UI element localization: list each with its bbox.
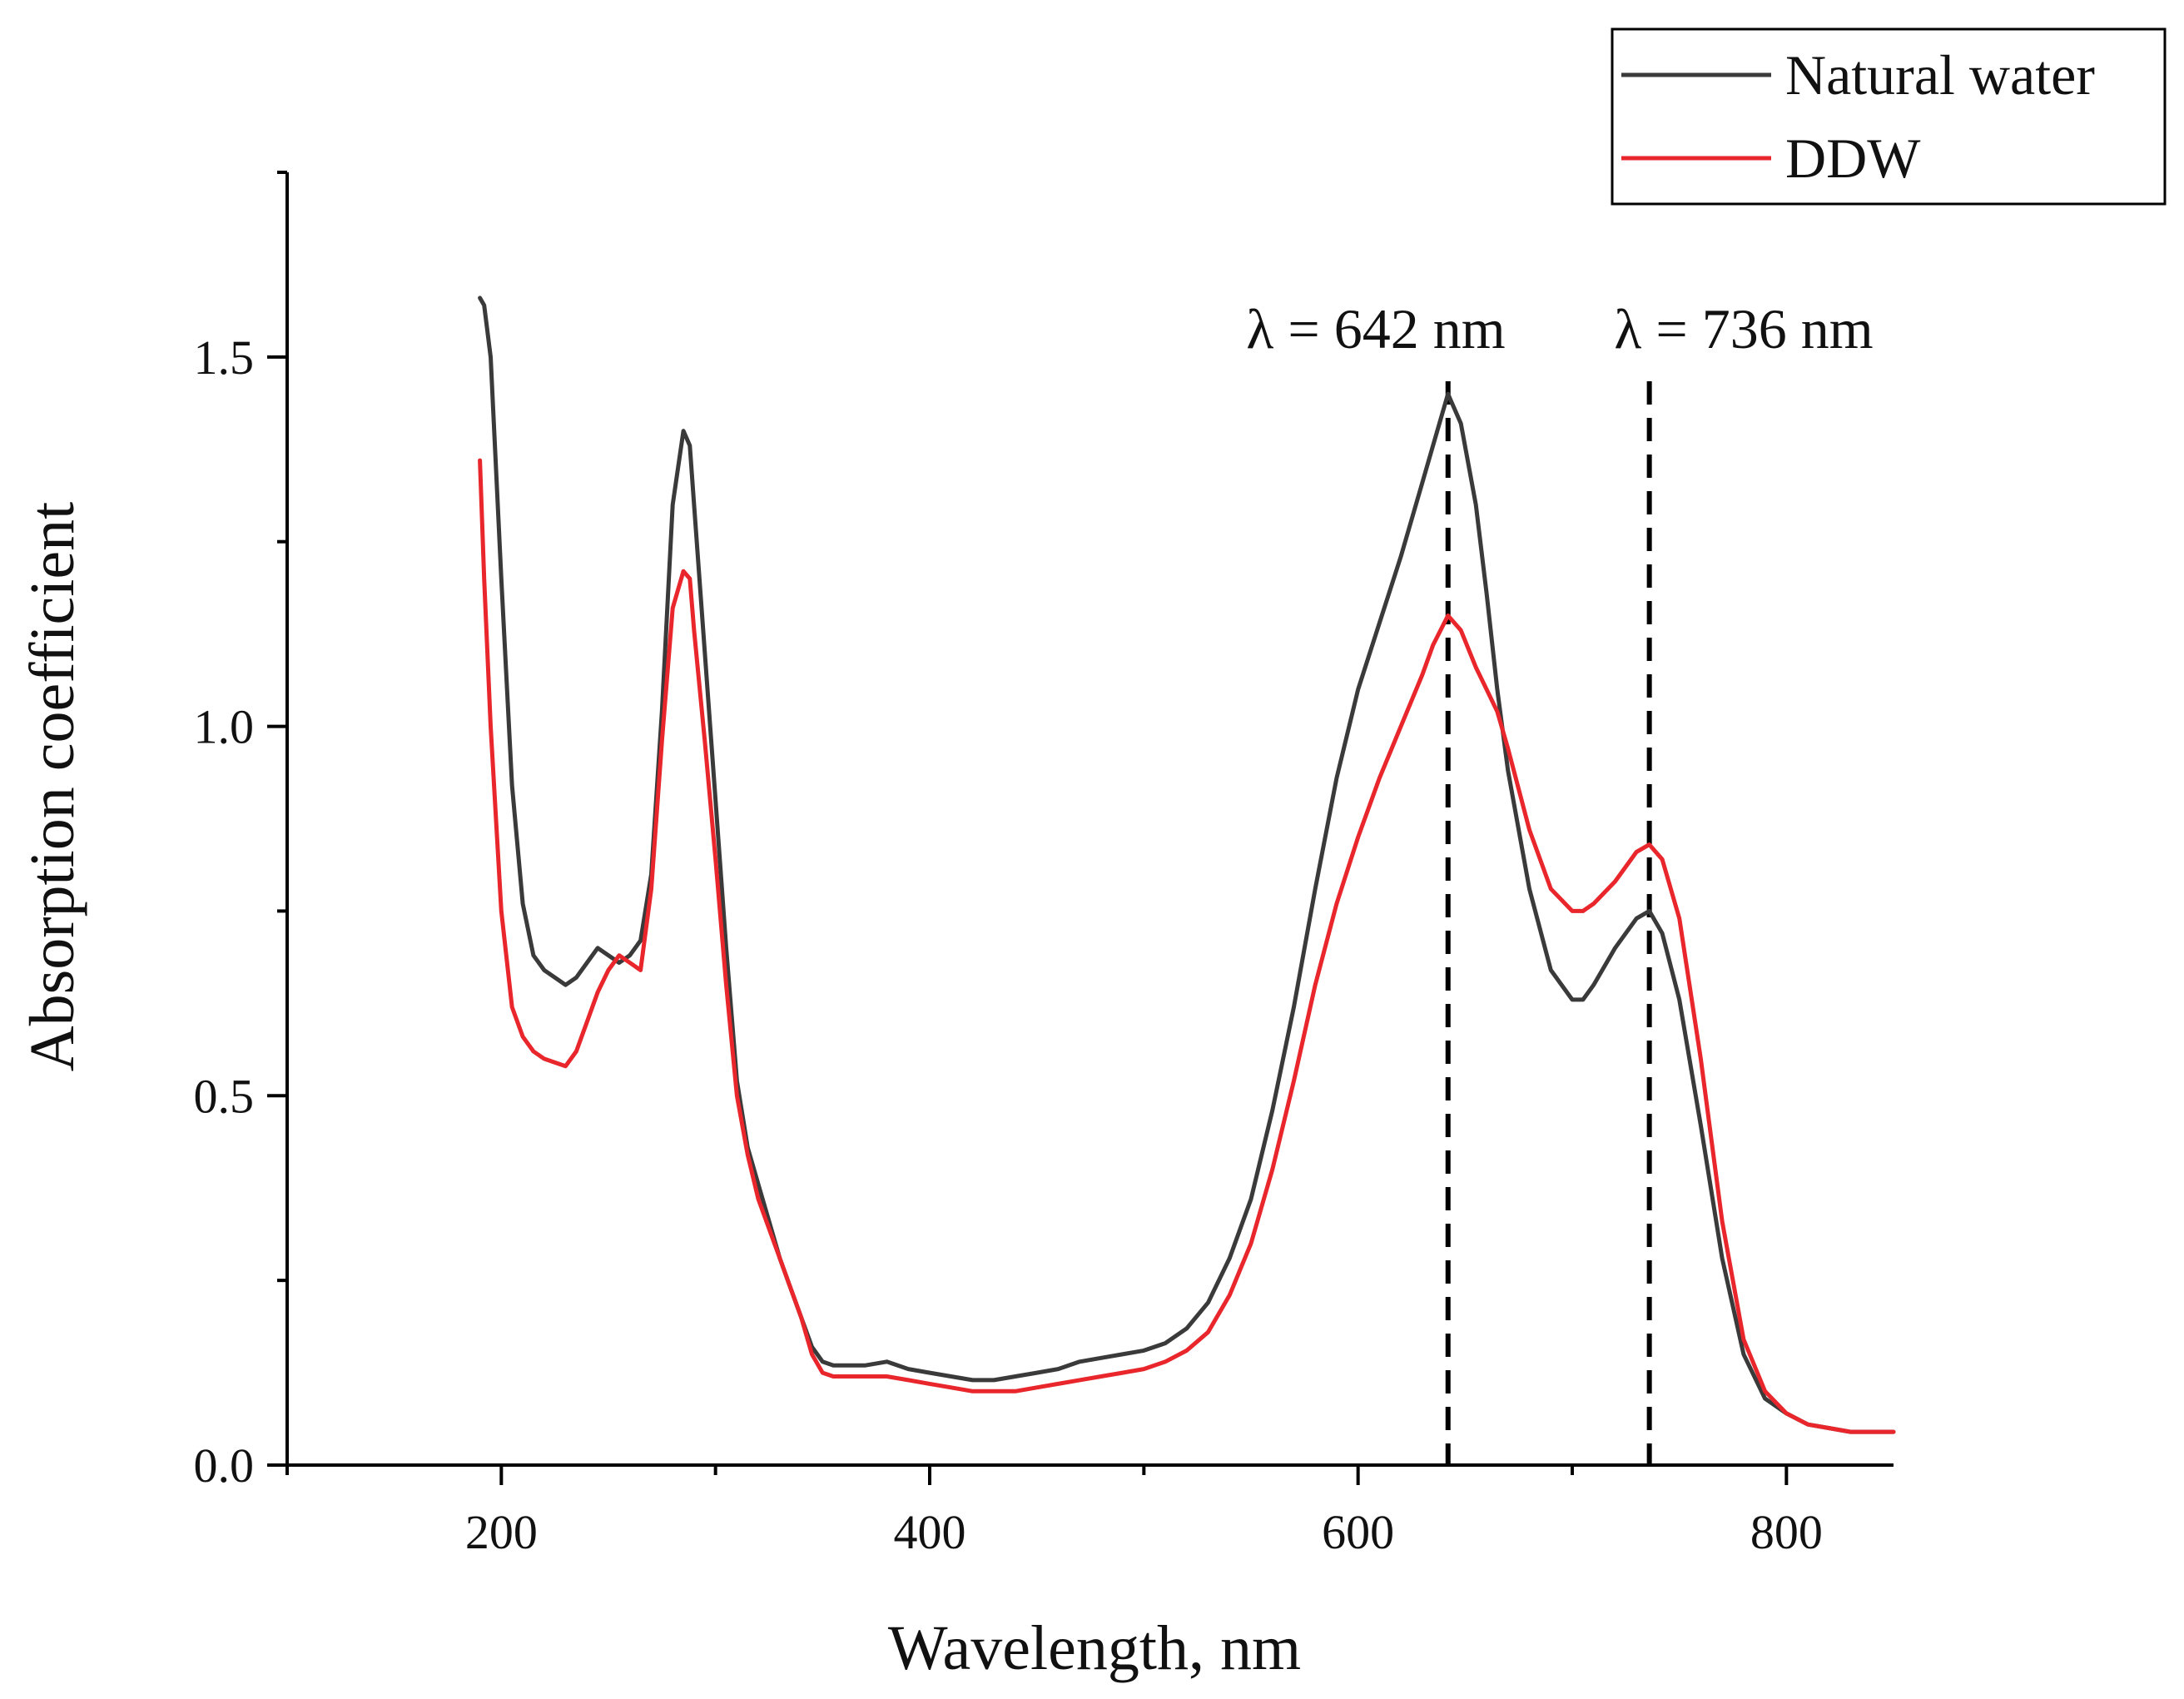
y-axis-title: Absorption coefficient [17, 502, 87, 1072]
legend: Natural water DDW [1611, 27, 2167, 206]
y-tick-label: 0.0 [194, 1438, 255, 1493]
y-tick-label: 1.0 [194, 700, 255, 754]
x-tick-label: 800 [1750, 1505, 1823, 1559]
legend-label-ddw: DDW [1785, 127, 1921, 190]
y-axis-ticks: 0.0 0.5 1.0 1.5 [194, 171, 287, 1493]
x-tick-label: 200 [465, 1505, 538, 1559]
annotation-736-label: λ = 736 nm [1614, 297, 1873, 360]
annotation-642-label: λ = 642 nm [1246, 297, 1505, 360]
x-axis-title: Wavelength, nm [888, 1613, 1301, 1683]
series-line-natural-water [478, 296, 1896, 1434]
y-tick-label: 1.5 [194, 330, 255, 385]
series-line-ddw [478, 458, 1896, 1434]
legend-box [1611, 27, 2167, 206]
x-tick-label: 400 [894, 1505, 966, 1559]
legend-label-natural-water: Natural water [1785, 43, 2095, 107]
series-layer [478, 296, 1896, 1434]
x-tick-label: 600 [1322, 1505, 1394, 1559]
y-tick-label: 0.5 [194, 1069, 255, 1123]
x-axis-ticks: 200 400 600 800 [285, 1465, 1823, 1559]
